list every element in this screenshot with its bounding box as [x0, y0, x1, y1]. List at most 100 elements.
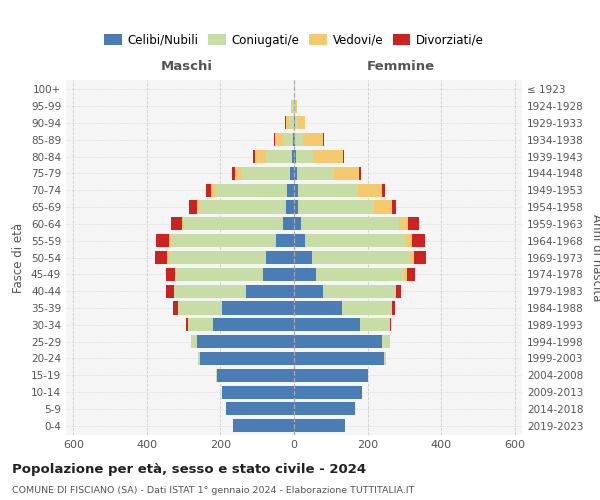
Bar [171, 218, 182, 230]
Bar [290, 167, 294, 180]
Bar [334, 167, 359, 180]
Bar [294, 386, 362, 398]
Bar [382, 335, 389, 348]
Bar [289, 116, 293, 130]
Legend: Celibi/Nubili, Coniugati/e, Vedovi/e, Divorziati/e: Celibi/Nubili, Coniugati/e, Vedovi/e, Di… [99, 29, 489, 52]
Bar [189, 200, 197, 213]
Bar [413, 251, 427, 264]
Bar [206, 184, 211, 197]
Bar [241, 167, 290, 180]
Bar [156, 234, 169, 247]
Bar [184, 218, 283, 230]
Bar [343, 150, 344, 163]
Bar [200, 352, 294, 365]
Bar [374, 200, 392, 213]
Bar [295, 133, 303, 146]
Bar [313, 251, 410, 264]
Bar [342, 302, 391, 314]
Bar [166, 284, 174, 298]
Bar [323, 133, 324, 146]
Bar [263, 268, 294, 281]
Text: COMUNE DI FISCIANO (SA) - Dati ISTAT 1° gennaio 2024 - Elaborazione TUTTITALIA.I: COMUNE DI FISCIANO (SA) - Dati ISTAT 1° … [12, 486, 415, 495]
Bar [408, 218, 419, 230]
Bar [294, 368, 368, 382]
Bar [186, 318, 188, 332]
Y-axis label: Anni di nascita: Anni di nascita [590, 214, 600, 301]
Bar [295, 116, 298, 130]
Bar [360, 318, 389, 332]
Bar [298, 184, 358, 197]
Bar [391, 302, 392, 314]
Bar [178, 302, 222, 314]
Bar [292, 150, 294, 163]
Bar [286, 200, 294, 213]
Bar [412, 234, 425, 247]
Bar [174, 284, 175, 298]
Bar [313, 150, 343, 163]
Bar [407, 268, 415, 281]
Bar [233, 419, 294, 432]
Text: Femmine: Femmine [367, 60, 435, 74]
Bar [392, 302, 395, 314]
Bar [275, 234, 294, 247]
Bar [294, 268, 316, 281]
Bar [274, 133, 275, 146]
Bar [169, 251, 266, 264]
Bar [294, 167, 297, 180]
Bar [191, 335, 197, 348]
Bar [316, 268, 404, 281]
Bar [213, 318, 294, 332]
Bar [294, 284, 323, 298]
Bar [359, 167, 361, 180]
Bar [294, 302, 342, 314]
Bar [294, 234, 305, 247]
Bar [298, 200, 374, 213]
Bar [216, 368, 217, 382]
Bar [283, 133, 293, 146]
Bar [166, 268, 175, 281]
Bar [197, 200, 199, 213]
Bar [232, 167, 235, 180]
Bar [294, 184, 298, 197]
Bar [404, 268, 407, 281]
Bar [390, 318, 391, 332]
Bar [182, 218, 184, 230]
Bar [217, 368, 294, 382]
Bar [222, 386, 294, 398]
Bar [199, 200, 286, 213]
Bar [294, 116, 295, 130]
Bar [358, 184, 382, 197]
Bar [292, 100, 293, 112]
Bar [266, 251, 294, 264]
Bar [294, 218, 301, 230]
Bar [222, 302, 294, 314]
Bar [175, 268, 176, 281]
Bar [167, 251, 169, 264]
Bar [301, 218, 399, 230]
Bar [176, 268, 263, 281]
Bar [294, 402, 355, 415]
Bar [197, 335, 294, 348]
Bar [199, 352, 200, 365]
Bar [254, 150, 266, 163]
Bar [298, 116, 305, 130]
Bar [384, 352, 386, 365]
Bar [287, 184, 294, 197]
Bar [294, 335, 382, 348]
Bar [294, 133, 295, 146]
Bar [395, 284, 396, 298]
Bar [406, 234, 412, 247]
Bar [171, 234, 275, 247]
Text: Popolazione per età, sesso e stato civile - 2024: Popolazione per età, sesso e stato civil… [12, 462, 366, 475]
Bar [392, 200, 396, 213]
Y-axis label: Fasce di età: Fasce di età [13, 222, 25, 292]
Bar [275, 133, 283, 146]
Bar [382, 184, 385, 197]
Bar [294, 352, 384, 365]
Bar [290, 100, 292, 112]
Bar [266, 150, 292, 163]
Text: Maschi: Maschi [161, 60, 213, 74]
Bar [297, 167, 334, 180]
Bar [235, 167, 241, 180]
Bar [296, 150, 313, 163]
